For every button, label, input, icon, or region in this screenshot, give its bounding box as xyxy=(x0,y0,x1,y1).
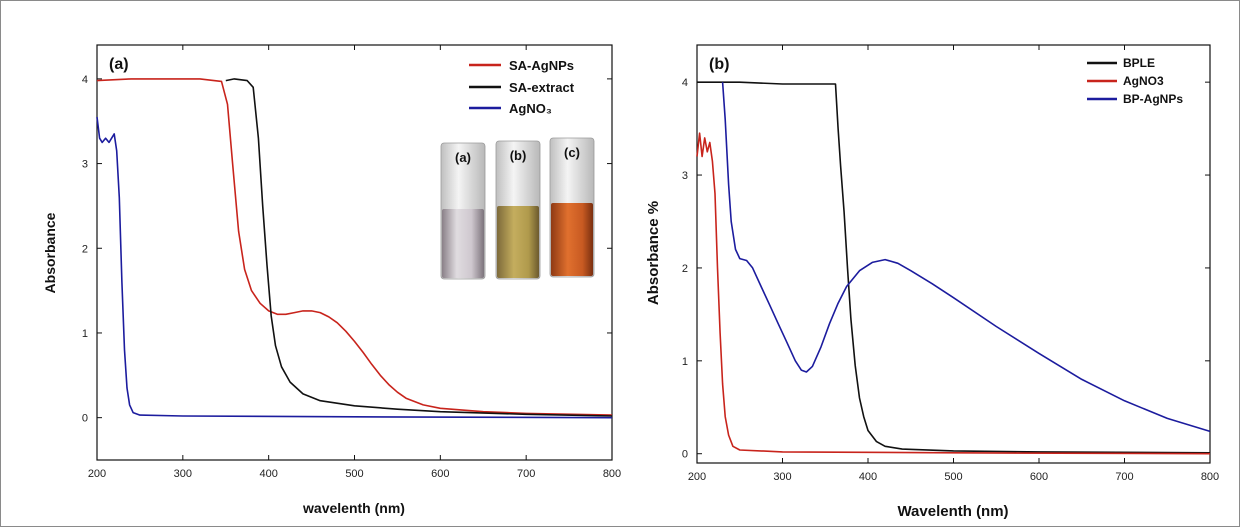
x-tick-label: 800 xyxy=(1201,471,1219,483)
y-tick-label: 1 xyxy=(682,356,688,368)
panel-label-a: (a) xyxy=(109,56,129,73)
series-line-a-2 xyxy=(96,116,613,419)
x-axis-label-b: Wavelenth (nm) xyxy=(897,503,1008,520)
panel-a: 200 300 400 500 600 700 800 0 1 2 3 4 (a) wavelenth… xyxy=(42,44,621,516)
y-tick-label: 3 xyxy=(82,159,88,171)
y-tick-label: 1 xyxy=(82,328,88,340)
y-tick-label: 2 xyxy=(682,263,688,275)
series-line-b-0 xyxy=(697,81,1211,454)
x-tick-label: 400 xyxy=(859,471,877,483)
y-axis-label-b: Absorbance % xyxy=(645,201,662,305)
legend-label-sa-extract: SA-extract xyxy=(509,80,575,95)
x-tick-label: 200 xyxy=(688,471,706,483)
x-tick-label: 800 xyxy=(603,468,621,480)
x-tick-label: 600 xyxy=(431,468,449,480)
y-tick-label: 4 xyxy=(82,74,88,86)
x-tick-label: 300 xyxy=(174,468,192,480)
x-tick-label: 200 xyxy=(88,468,106,480)
x-axis-label-a: wavelenth (nm) xyxy=(302,500,405,516)
vial-c: (c) xyxy=(549,137,595,278)
vial-label-a: (a) xyxy=(455,150,471,165)
series-lines-b xyxy=(696,81,1211,455)
x-tick-label: 500 xyxy=(345,468,363,480)
vial-label-c: (c) xyxy=(564,145,580,160)
series-lines-a xyxy=(96,78,613,419)
vial-label-b: (b) xyxy=(510,148,527,163)
panel-label-b: (b) xyxy=(709,56,729,73)
y-tick-label: 0 xyxy=(682,449,688,461)
series-line-a-0 xyxy=(96,78,613,416)
y-tick-label: 0 xyxy=(82,413,88,425)
x-tick-label: 600 xyxy=(1030,471,1048,483)
plot-area-b xyxy=(696,44,1211,464)
vial-a: (a) xyxy=(440,142,486,280)
series-line-b-2 xyxy=(721,82,1211,433)
vial-b: (b) xyxy=(495,140,541,280)
series-line-b-1 xyxy=(696,132,1211,455)
y-tick-label: 4 xyxy=(682,77,688,89)
legend-label-bp-agnps: BP-AgNPs xyxy=(1123,92,1183,106)
legend-label-agno3: AgNO₃ xyxy=(509,101,552,116)
panel-b: 200 300 400 500 600 700 800 0 1 2 3 4 (b) Wavelenth… xyxy=(645,44,1219,520)
axis-ticks-a: 200 300 400 500 600 700 800 0 1 2 3 4 xyxy=(82,45,621,480)
y-tick-label: 2 xyxy=(82,243,88,255)
legend-a: SA-AgNPs SA-extract AgNO₃ xyxy=(469,58,575,116)
y-tick-label: 3 xyxy=(682,170,688,182)
legend-b: BPLE AgNO3 BP-AgNPs xyxy=(1087,56,1183,106)
axis-ticks-b: 200 300 400 500 600 700 800 0 1 2 3 4 xyxy=(682,45,1219,483)
x-tick-label: 700 xyxy=(517,468,535,480)
x-tick-label: 700 xyxy=(1115,471,1133,483)
inset-vial-photo: (a) (b) (c) xyxy=(440,137,595,280)
legend-label-bple: BPLE xyxy=(1123,56,1155,70)
legend-label-sa-agnps: SA-AgNPs xyxy=(509,58,574,73)
legend-label-agno3-b: AgNO3 xyxy=(1123,74,1164,88)
x-tick-label: 500 xyxy=(944,471,962,483)
series-line-a-1 xyxy=(225,78,613,417)
y-axis-label-a: Absorbance xyxy=(42,212,58,293)
x-tick-label: 300 xyxy=(773,471,791,483)
x-tick-label: 400 xyxy=(259,468,277,480)
